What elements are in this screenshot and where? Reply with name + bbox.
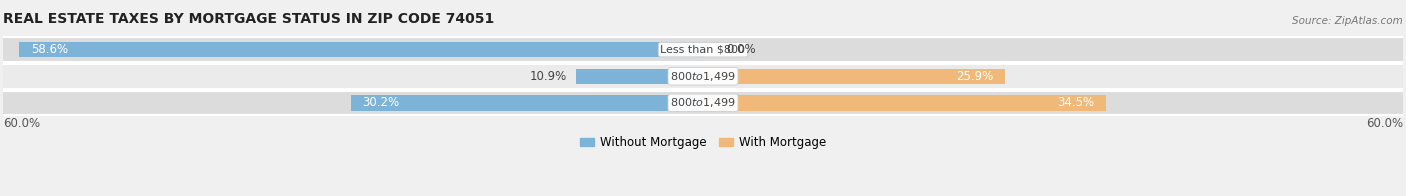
Text: 30.2%: 30.2%	[363, 96, 399, 109]
Bar	[3, 36, 1403, 63]
Text: REAL ESTATE TAXES BY MORTGAGE STATUS IN ZIP CODE 74051: REAL ESTATE TAXES BY MORTGAGE STATUS IN …	[3, 12, 494, 26]
Text: 10.9%: 10.9%	[529, 70, 567, 83]
Text: 60.0%: 60.0%	[1367, 117, 1403, 130]
Text: Less than $800: Less than $800	[661, 45, 745, 55]
Bar	[703, 95, 1105, 111]
Text: $800 to $1,499: $800 to $1,499	[671, 96, 735, 109]
Legend: Without Mortgage, With Mortgage: Without Mortgage, With Mortgage	[575, 132, 831, 154]
Text: 25.9%: 25.9%	[956, 70, 994, 83]
Text: $800 to $1,499: $800 to $1,499	[671, 70, 735, 83]
Text: Source: ZipAtlas.com: Source: ZipAtlas.com	[1292, 16, 1403, 26]
Bar	[3, 63, 1403, 90]
Text: 58.6%: 58.6%	[31, 43, 67, 56]
Bar	[703, 69, 1005, 84]
Bar	[350, 95, 703, 111]
Text: 0.0%: 0.0%	[727, 43, 756, 56]
Text: 60.0%: 60.0%	[3, 117, 39, 130]
Text: 34.5%: 34.5%	[1057, 96, 1094, 109]
Bar	[3, 90, 1403, 116]
Bar	[20, 42, 703, 57]
Bar	[576, 69, 703, 84]
